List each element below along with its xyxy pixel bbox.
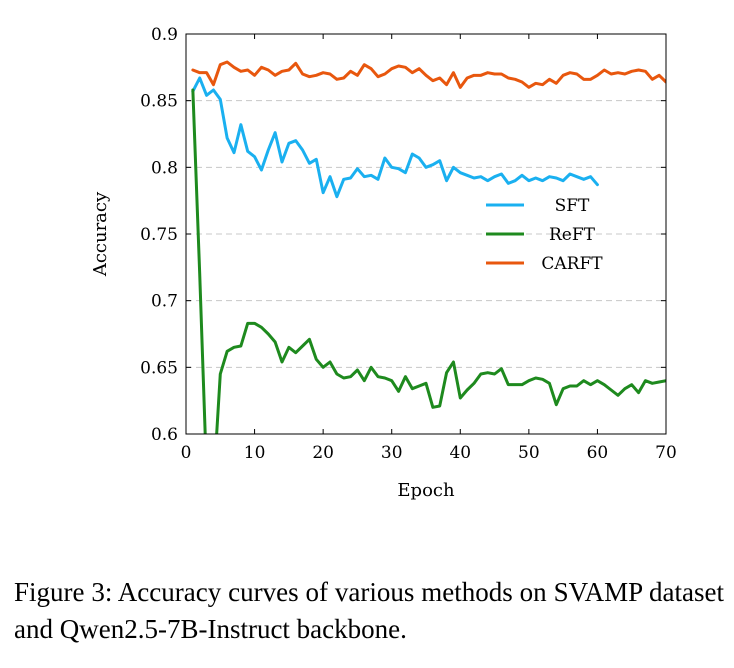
y-tick-label: 0.6 (151, 425, 178, 445)
axis-ticks (185, 33, 667, 435)
tick-labels: 0.6 0.65 0.7 0.75 0.8 0.85 0.9 0 10 20 30 40 50 60 70 (140, 25, 677, 463)
legend-label-reft: ReFT (549, 225, 596, 245)
y-tick-label: 0.75 (140, 225, 178, 245)
x-tick-label: 50 (518, 443, 540, 463)
y-tick-label: 0.8 (151, 158, 178, 178)
x-tick-label: 20 (312, 443, 334, 463)
figure-caption: Figure 3: Accuracy curves of various met… (14, 577, 724, 644)
y-tick-label: 0.9 (151, 25, 178, 45)
accuracy-line-chart: 0.60.650.70.750.80.850.90 10 20 30 40 50 60 70 … (90, 25, 677, 501)
x-tick-label: 0 (181, 443, 192, 463)
legend-label-carft: CARFT (541, 254, 603, 274)
y-tick-label: 0.65 (140, 358, 178, 378)
y-axis-title: Accuracy (90, 191, 111, 277)
x-tick-label: 30 (381, 443, 403, 463)
series-line-carft (191, 60, 666, 89)
x-tick-label: 60 (587, 443, 609, 463)
x-tick-label: 10 (244, 443, 266, 463)
y-tick-label: 0.7 (151, 292, 178, 312)
legend-label-sft: SFT (555, 196, 590, 216)
series-lines (191, 60, 666, 434)
series-line-sft (191, 76, 599, 199)
x-tick-label: 70 (655, 443, 677, 463)
x-tick-label: 40 (449, 443, 471, 463)
legend: SFT ReFT CARFT (486, 196, 603, 274)
series-line-reft (191, 88, 666, 434)
x-axis-title: Epoch (397, 480, 455, 501)
y-tick-label: 0.85 (140, 92, 178, 112)
